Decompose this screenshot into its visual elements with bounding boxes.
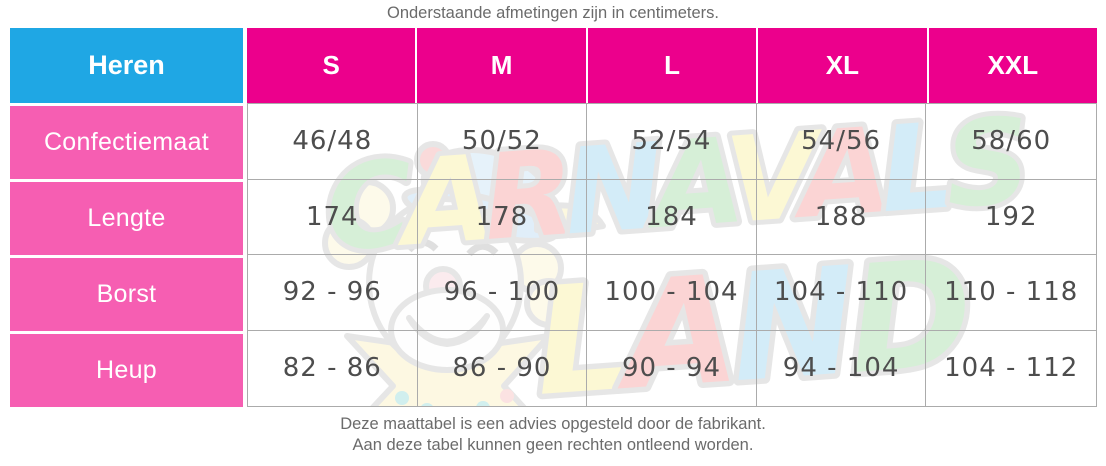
- table-cell: 52/54: [587, 104, 757, 180]
- row-label-confectiemaat: Confectiemaat: [10, 106, 243, 179]
- column-header-xxl: XXL: [928, 28, 1098, 103]
- caption-top: Onderstaande afmetingen zijn in centimet…: [386, 4, 719, 22]
- label-column: Heren Confectiemaat Lengte Borst Heup: [10, 28, 243, 407]
- table-cell: 92 - 96: [248, 255, 418, 331]
- table-cell: 192: [926, 180, 1096, 255]
- size-header-row: S M L XL XXL: [247, 28, 1098, 103]
- table-cell: 94 - 104: [757, 330, 927, 406]
- row-label-heup: Heup: [10, 334, 243, 407]
- row-label-lengte: Lengte: [10, 182, 243, 255]
- column-header-xl: XL: [758, 28, 929, 103]
- table-cell: 86 - 90: [418, 330, 588, 406]
- size-table: CARNAVALS LAND Heren Confectiemaat Lengt…: [10, 28, 1098, 407]
- table-cell: 58/60: [926, 104, 1096, 180]
- column-header-s: S: [247, 28, 418, 103]
- column-header-m: M: [417, 28, 588, 103]
- footer-line-2: Aan deze tabel kunnen geen rechten ontle…: [352, 436, 754, 454]
- table-cell: 110 - 118: [926, 255, 1096, 331]
- table-cell: 104 - 112: [944, 353, 1079, 384]
- table-cell: 184: [587, 179, 757, 255]
- footer-note: Deze maattabel is een advies opgesteld d…: [0, 414, 1106, 456]
- table-cell: 82 - 86: [248, 330, 418, 406]
- row-label-borst: Borst: [10, 258, 243, 331]
- table-cell: 50/52: [417, 104, 588, 180]
- table-cell: 100 - 104: [587, 255, 757, 331]
- table-cell: 188: [756, 179, 927, 255]
- table-cell: 54/56: [756, 104, 927, 180]
- table-cell: 46/48: [248, 104, 418, 180]
- footer-line-1: Deze maattabel is een advies opgesteld d…: [340, 415, 766, 433]
- data-grid: 46/48 50/52 52/54 54/56 58/60 174 178 18…: [247, 103, 1097, 407]
- table-cell: 96 - 100: [417, 255, 588, 331]
- table-cell: 104 - 110: [756, 255, 927, 331]
- data-column: S M L XL XXL 46/48 50/52 52/54 54/56 58/…: [247, 28, 1098, 407]
- table-cell: 90 - 94: [587, 330, 757, 406]
- table-corner-header: Heren: [10, 28, 243, 103]
- table-cell: 174: [248, 179, 418, 255]
- column-header-l: L: [587, 28, 759, 103]
- table-cell: 178: [417, 179, 588, 255]
